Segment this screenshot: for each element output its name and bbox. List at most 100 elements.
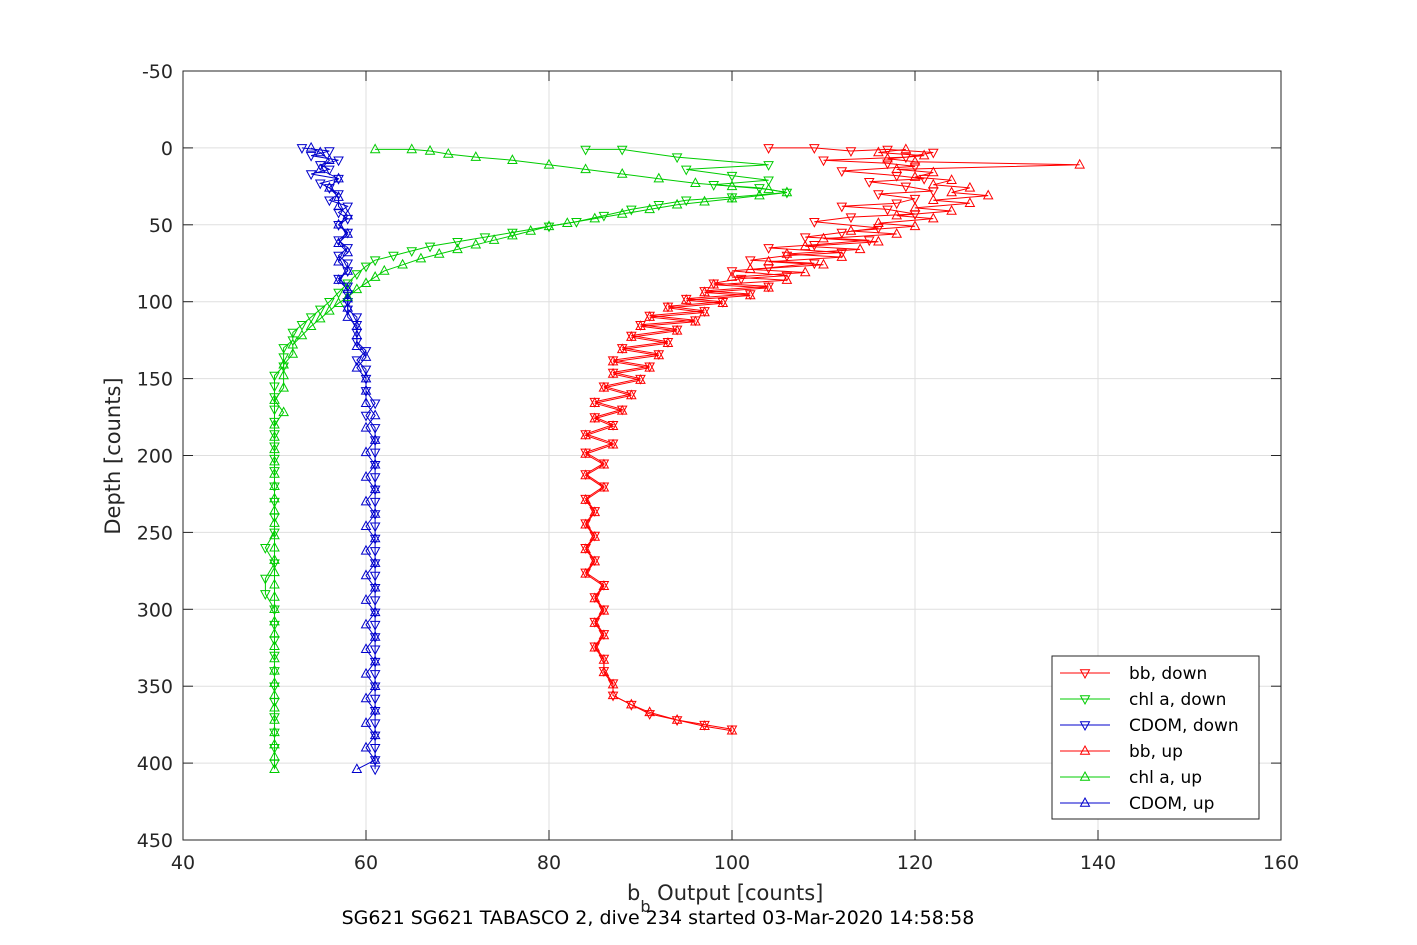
data-point-bb-up <box>854 243 866 254</box>
data-point-bb-up <box>607 355 619 366</box>
data-point-cdom-up <box>342 292 354 303</box>
data-point-bb-down <box>626 700 637 711</box>
data-point-bb-down <box>607 691 619 702</box>
data-point-cdom-up <box>360 618 372 629</box>
data-point-bb-up <box>964 197 976 208</box>
x-tick-label: 140 <box>1080 852 1116 874</box>
data-point-cdom-up <box>360 384 372 395</box>
data-point-chl-a-up <box>269 701 280 712</box>
data-point-bb-down <box>882 145 893 156</box>
series-markers <box>260 141 1086 776</box>
y-tick-label: 150 <box>137 369 173 391</box>
data-point-chl-a-up <box>269 566 280 577</box>
data-point-chl-a-up <box>653 172 665 183</box>
data-point-cdom-up <box>360 421 372 432</box>
data-point-cdom-down <box>369 596 381 607</box>
data-point-cdom-up <box>360 520 372 530</box>
data-point-chl-a-up <box>644 203 655 214</box>
data-point-bb-up <box>580 447 591 458</box>
data-point-chl-a-down <box>708 181 720 191</box>
data-point-bb-up <box>964 181 976 192</box>
y-tick-label: 300 <box>137 599 173 621</box>
data-point-cdom-down <box>342 244 354 254</box>
data-point-cdom-up <box>360 397 372 407</box>
legend-marker <box>1079 721 1091 732</box>
data-point-chl-a-down <box>424 242 436 253</box>
data-point-cdom-down <box>369 633 381 644</box>
data-point-chl-a-down <box>671 153 683 164</box>
data-point-chl-a-down <box>287 336 299 347</box>
data-point-cdom-down <box>324 147 335 158</box>
data-point-bb-up <box>671 324 683 335</box>
data-point-chl-a-down <box>260 574 271 585</box>
data-point-chl-a-up <box>754 189 765 200</box>
data-point-bb-up <box>708 278 720 289</box>
data-point-bb-up <box>891 163 903 174</box>
data-point-bb-up <box>1074 158 1086 169</box>
data-point-chl-a-down <box>269 430 280 441</box>
data-point-bb-up <box>680 294 692 304</box>
data-point-cdom-down <box>369 571 381 582</box>
data-point-chl-a-up <box>269 504 280 515</box>
data-point-cdom-up <box>333 191 344 201</box>
legend-entry-label: bb, up <box>1129 742 1183 762</box>
data-point-chl-a-down <box>680 196 692 207</box>
data-point-chl-a-up <box>470 238 482 249</box>
data-point-chl-a-up <box>763 183 774 194</box>
data-point-cdom-down <box>360 374 372 385</box>
data-point-chl-a-up <box>278 369 289 380</box>
data-point-chl-a-down <box>278 344 289 354</box>
data-point-chl-a-up <box>305 320 317 331</box>
data-point-bb-up <box>763 255 774 266</box>
data-point-chl-a-up <box>561 217 573 228</box>
data-point-bb-down <box>644 710 655 720</box>
data-point-bb-up <box>580 469 591 480</box>
data-point-chl-a-up <box>360 277 372 287</box>
y-tick-label: 200 <box>137 446 173 468</box>
data-point-chl-a-down <box>296 321 308 331</box>
legend-entry-label: CDOM, up <box>1129 794 1214 814</box>
data-point-chl-a-down <box>269 651 280 662</box>
data-point-cdom-down <box>369 436 381 447</box>
data-point-cdom-down <box>305 151 317 162</box>
data-point-cdom-down <box>342 282 354 293</box>
data-point-cdom-up <box>360 741 372 752</box>
data-point-cdom-down <box>369 645 381 656</box>
data-point-bb-up <box>726 271 738 281</box>
data-point-bb-up <box>653 349 665 360</box>
data-point-bb-down <box>809 144 820 154</box>
data-point-bb-up <box>909 220 921 231</box>
data-point-cdom-up <box>314 146 326 157</box>
series-line-chl-a-down <box>264 148 787 764</box>
data-point-chl-a-up <box>378 264 390 275</box>
data-point-cdom-down <box>333 174 344 185</box>
data-point-cdom-up <box>369 483 381 494</box>
data-point-cdom-up <box>369 532 381 543</box>
data-point-chl-a-down <box>269 743 280 754</box>
data-point-chl-a-up <box>452 243 463 254</box>
data-point-chl-a-down <box>342 279 354 290</box>
data-point-cdom-up <box>369 729 381 740</box>
data-point-cdom-down <box>360 365 372 376</box>
data-point-bb-down <box>900 153 912 164</box>
data-point-cdom-down <box>369 620 381 631</box>
data-point-cdom-up <box>314 163 326 174</box>
data-point-chl-a-up <box>580 163 591 174</box>
y-axis-label: Depth [counts] <box>101 377 125 534</box>
data-point-chl-a-down <box>571 217 582 228</box>
data-point-chl-a-down <box>269 667 280 677</box>
data-point-cdom-up <box>333 274 344 284</box>
data-point-bb-up <box>763 281 774 292</box>
data-point-bb-up <box>580 567 591 578</box>
data-point-bb-up <box>927 194 939 204</box>
data-point-cdom-down <box>360 411 372 422</box>
y-tick-label: 100 <box>137 292 173 314</box>
data-point-bb-up <box>900 143 912 154</box>
data-point-bb-up <box>607 678 619 689</box>
data-point-bb-down <box>735 274 747 285</box>
data-point-chl-a-up <box>296 329 308 340</box>
data-point-bb-down <box>845 213 857 224</box>
legend-entry-label: CDOM, down <box>1129 716 1239 736</box>
data-point-bb-down <box>744 256 756 267</box>
data-point-bb-up <box>909 155 921 166</box>
